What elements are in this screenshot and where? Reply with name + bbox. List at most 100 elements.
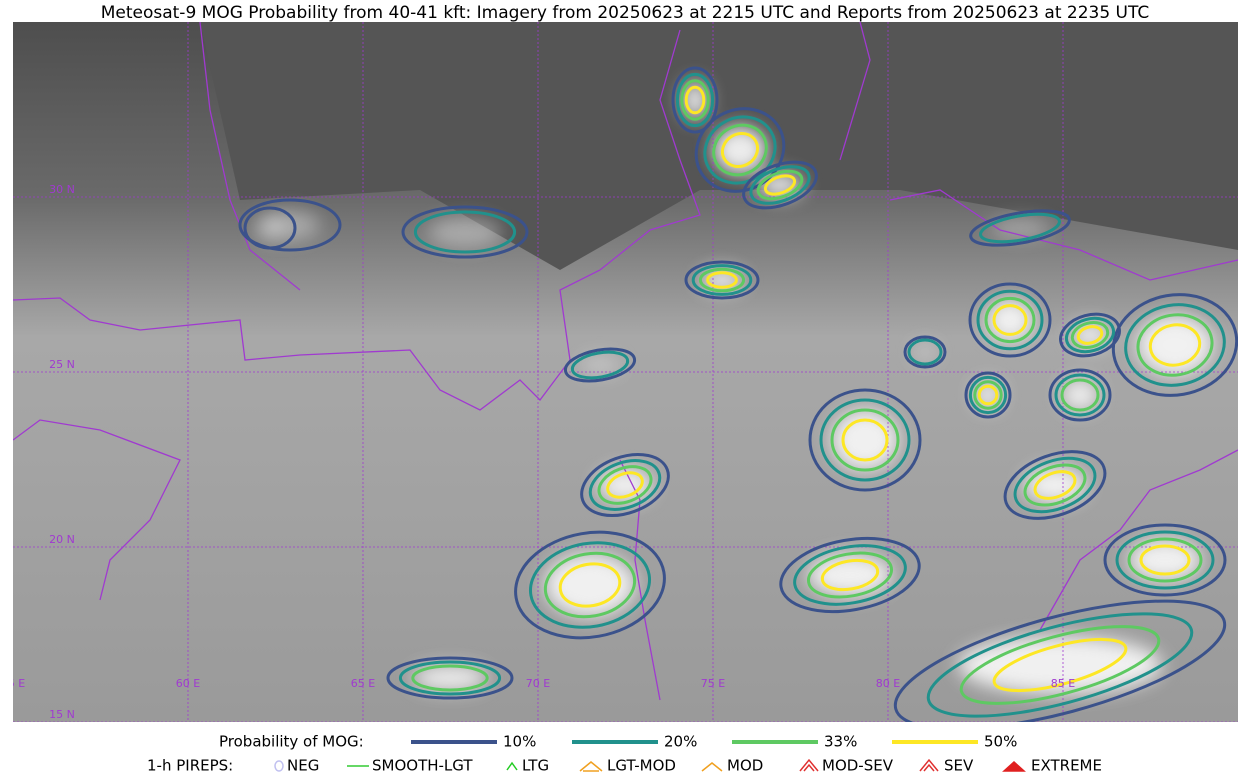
pirep-label: LTG (522, 757, 549, 775)
contour (1033, 470, 1077, 500)
lat-label: 15 N (49, 708, 75, 721)
contour (763, 174, 797, 196)
contour (413, 210, 517, 254)
lat-label: 25 N (49, 358, 75, 371)
contour (514, 530, 666, 640)
legend: Probability of MOG: 1-h PIREPS: 10% 20% 33… (147, 733, 1102, 775)
coastlines (13, 22, 1238, 701)
contour (984, 296, 1036, 344)
contour (1064, 316, 1116, 354)
contour (1048, 368, 1112, 422)
icon-mod (701, 762, 723, 772)
contour (691, 264, 753, 296)
contour (1148, 323, 1202, 367)
contour (528, 541, 652, 629)
contour (398, 660, 502, 696)
contour (684, 85, 706, 115)
contour (720, 131, 760, 169)
contour (563, 347, 637, 383)
contour (1060, 378, 1100, 412)
contour (671, 66, 719, 134)
contour (992, 304, 1028, 336)
contour (968, 282, 1052, 358)
dark-region (13, 22, 1238, 270)
contour (959, 625, 1161, 705)
contour (580, 453, 670, 517)
legend-title: Probability of MOG: (219, 733, 364, 751)
contour (1059, 312, 1121, 358)
cloud (1062, 380, 1098, 410)
lat-label: 20 N (49, 533, 75, 546)
contour (926, 612, 1194, 718)
contour (964, 371, 1012, 419)
contour (558, 562, 622, 608)
contour (808, 388, 922, 492)
contour (680, 79, 710, 121)
contour (1136, 313, 1214, 377)
lon-label: 60 E (176, 677, 200, 690)
cloud (913, 343, 937, 361)
map: 55 E 60 E 65 E 70 E 75 E 80 E 85 E 30 N 25 N 20 N… (1, 22, 1238, 722)
contour (401, 205, 529, 259)
contour (749, 165, 811, 205)
contour (1076, 325, 1104, 345)
contour (543, 551, 637, 619)
icon-neg (274, 760, 284, 772)
contour (1115, 530, 1215, 590)
icon-sev (919, 758, 939, 772)
contour (570, 350, 630, 380)
contour (1013, 456, 1097, 514)
pirep-label: MOD (727, 757, 763, 775)
graticule (13, 22, 1238, 722)
contour (779, 536, 921, 614)
lon-label: 80 E (876, 677, 900, 690)
contour (820, 558, 880, 592)
contour (386, 656, 514, 700)
cloud (255, 216, 285, 240)
contour (1070, 321, 1110, 349)
contour (977, 384, 999, 406)
contour (1111, 293, 1238, 397)
lon-label: 65 E (351, 677, 375, 690)
contour (907, 338, 943, 366)
pirep-label: MOD-SEV (822, 757, 894, 775)
contour (1124, 303, 1226, 387)
contour (969, 209, 1071, 247)
title: Meteosat-9 MOG Probability from 40-41 kf… (101, 3, 1150, 23)
contour (684, 260, 760, 300)
contour (712, 123, 768, 177)
legend-label: 33% (824, 733, 857, 751)
contour (1003, 450, 1107, 520)
contour (1127, 537, 1203, 583)
contour (1103, 523, 1227, 597)
contour (979, 212, 1061, 244)
contour (806, 551, 894, 599)
contour (903, 335, 947, 369)
contour (756, 169, 804, 201)
lat-label: 30 N (49, 183, 75, 196)
contour (706, 271, 738, 289)
contour (606, 471, 644, 499)
contour (976, 289, 1044, 351)
icon-mod-sev (799, 758, 819, 772)
contour (830, 408, 900, 472)
contour (1023, 463, 1087, 507)
lon-label: 55 E (1, 677, 25, 690)
contour (1054, 373, 1106, 417)
pirep-label: LGT-MOD (607, 757, 676, 775)
contour (675, 72, 715, 128)
pirep-label: SMOOTH-LGT (372, 757, 473, 775)
cloud (1023, 467, 1087, 503)
graticule-labels: 55 E 60 E 65 E 70 E 75 E 80 E 85 E 30 N 25 N 20 N… (1, 183, 1075, 721)
cloud (579, 356, 621, 374)
legend-label: 10% (503, 733, 536, 751)
pirep-icons (274, 758, 1026, 772)
contour (973, 380, 1003, 410)
contour (742, 160, 818, 210)
contour (793, 544, 907, 606)
contour (243, 206, 297, 250)
contour (893, 599, 1227, 722)
probability-contours (238, 66, 1238, 722)
lon-label: 85 E (1051, 677, 1075, 690)
